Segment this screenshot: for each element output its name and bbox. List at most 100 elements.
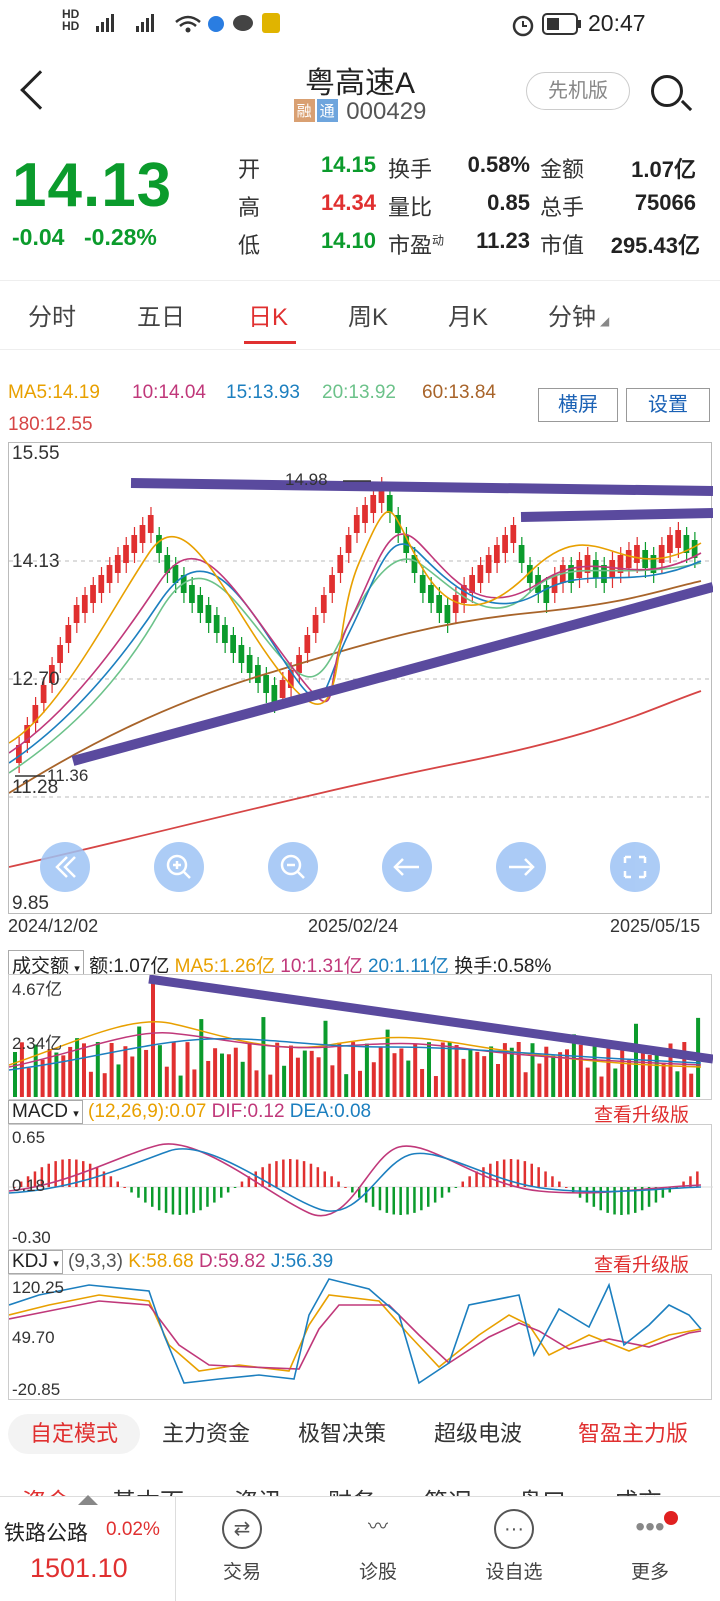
macd-bar [571,1187,575,1193]
candle-body [510,525,517,543]
index-widget[interactable]: 铁路公路 0.02% 1501.10 [0,1495,176,1601]
macd-bar [406,1187,409,1215]
candle-body [197,595,204,613]
volume-bar [364,1043,369,1097]
volume-bar [537,1063,542,1097]
macd-bar [351,1187,354,1193]
macd-bar [316,1167,320,1187]
volume-bar [447,1042,452,1097]
macd-bar [468,1176,471,1187]
volume-bar [47,1049,52,1097]
volume-bar [413,1044,418,1097]
macd-bar [157,1187,161,1211]
stock-code: 000429 [346,98,427,125]
volume-ma20: 20:1.11亿 [367,956,449,977]
signal-wifi-icons [96,14,224,33]
macd-legend: MACD ▾ (12,26,9):0.07 DIF:0.12 DEA:0.08 [8,1100,371,1124]
kdj-upgrade-link[interactable]: 查看升级版 [594,1255,690,1276]
macd-upgrade-link[interactable]: 查看升级版 [594,1105,690,1126]
mode-custom[interactable]: 自定模式 [8,1414,140,1454]
volume-bar [254,1070,259,1097]
kline-svg: 14.98 11.36 15.55 14.13 12.70 11.28 9.85 [8,443,715,914]
volume-bar [475,1051,480,1097]
volume-bar [130,1056,135,1097]
candle-body [65,625,72,643]
volume-bar [240,1061,245,1097]
macd-bar [551,1176,554,1187]
volume-bar [482,1056,487,1097]
volume-bar [247,1043,252,1097]
tab-minute[interactable]: 分钟 ◢ [548,304,610,331]
tab-monthly-k[interactable]: 月K [448,304,489,331]
volume-bar [33,1044,38,1097]
volume-y-mid: 2.34亿 [12,1034,62,1053]
trade-button[interactable]: ⇄ 交易 [192,1509,292,1584]
macd-bar [516,1159,520,1187]
kdj-chart[interactable]: 120.25 49.70 -20.85 [8,1274,712,1400]
candle-body [691,540,698,558]
volume-bar [371,1062,376,1097]
tab-intraday[interactable]: 分时 [28,304,76,331]
version-button[interactable]: 先机版 [526,72,630,110]
turnover-value: 0.58% [467,152,530,177]
volume-ratio-label: 量比 [388,195,433,220]
ma10-label: 10:14.04 [132,382,206,403]
more-button[interactable]: ••• 更多 [600,1509,700,1584]
macd-chart[interactable]: 0.65 0.18 -0.30 [8,1124,713,1250]
info-tab-orderbook[interactable]: 盘口 [518,1482,566,1500]
stock-name: 粤高速A [304,67,415,100]
macd-bar [192,1187,195,1213]
kdj-selector[interactable]: KDJ ▾ [8,1250,63,1274]
price-change-pct: -0.28% [84,224,157,250]
volume-bar [544,1046,549,1097]
tab-daily-k[interactable]: 日K [248,304,289,331]
volume-bar [509,1047,514,1097]
settings-button[interactable]: 设置 [626,388,710,422]
volume-bar [40,1059,45,1097]
zoom-out-icon[interactable] [268,842,318,892]
add-watchlist-button[interactable]: ··· 设自选 [464,1509,564,1584]
volume-chart[interactable]: 4.67亿 2.34亿 [8,974,714,1100]
volume-bar [199,1019,204,1097]
fullscreen-icon[interactable] [610,842,660,892]
macd-selector[interactable]: MACD ▾ [8,1100,83,1124]
info-tab-finance[interactable]: 财务 [328,1482,376,1500]
volume-bar [316,1057,321,1097]
low-value: 14.10 [320,228,376,253]
candle-body [139,525,146,543]
volume-bar [337,1042,342,1097]
volume-bar [226,1054,231,1097]
volume-bar [489,1046,494,1097]
landscape-button[interactable]: 横屏 [538,388,618,422]
volume-bar [344,1074,349,1097]
macd-bar [413,1187,416,1213]
info-tab-trades[interactable]: 成交 [614,1482,662,1500]
volume-bar [592,1042,597,1097]
mode-main-capital[interactable]: 主力资金 [162,1421,251,1446]
tab-five-day[interactable]: 五日 [137,304,185,331]
macd-bar [289,1159,292,1187]
y-axis-current: 14.13 [12,551,60,572]
info-tab-capital[interactable]: 资金 [22,1482,70,1500]
zoom-in-icon[interactable] [154,842,204,892]
candle-body [205,605,212,623]
volume-bar [530,1043,535,1097]
info-tab-profile[interactable]: 简况 [424,1482,472,1500]
candle-body [502,535,508,553]
mode-super-wave[interactable]: 超级电波 [434,1421,523,1446]
kdj-y-top: 120.25 [12,1278,64,1297]
mode-smart-decision[interactable]: 极智决策 [298,1421,387,1446]
mode-smart-main[interactable]: 智盈主力版 [578,1421,689,1446]
volume-bar [640,1052,645,1097]
volume-bar [399,1048,404,1097]
search-icon[interactable] [651,75,683,107]
tab-weekly-k[interactable]: 周K [348,304,389,331]
macd-y-top: 0.65 [12,1128,45,1147]
macd-bar [385,1187,389,1213]
diagnose-button[interactable]: 〰诊股 [328,1509,428,1584]
info-tab-fundamentals[interactable]: 基本面 [112,1482,184,1500]
macd-bar [399,1187,402,1215]
macd-y-bottom: -0.30 [12,1228,51,1247]
info-tab-news[interactable]: 资讯 [234,1482,282,1500]
kline-chart[interactable]: 14.98 11.36 15.55 14.13 12.70 11.28 9.85 [8,442,715,914]
